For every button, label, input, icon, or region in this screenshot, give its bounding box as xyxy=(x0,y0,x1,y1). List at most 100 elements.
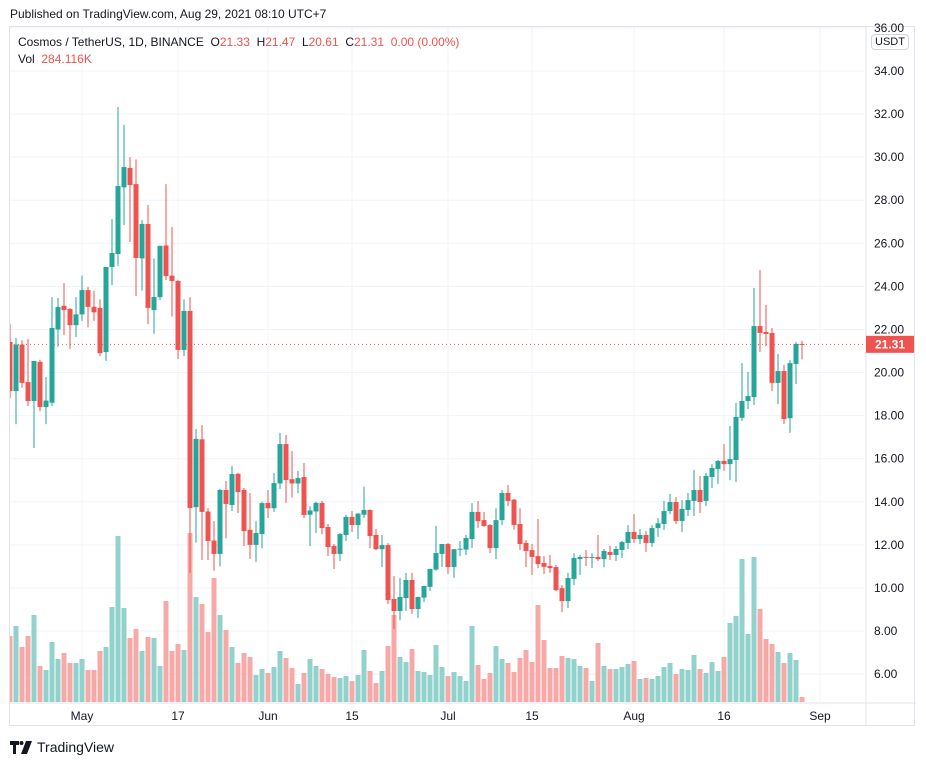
candle[interactable] xyxy=(529,544,535,576)
candle[interactable] xyxy=(625,525,631,549)
candle[interactable] xyxy=(85,287,91,328)
candle[interactable] xyxy=(115,106,121,266)
candle[interactable] xyxy=(685,492,691,517)
candle[interactable] xyxy=(253,521,259,563)
candle[interactable] xyxy=(145,204,151,325)
candle[interactable] xyxy=(571,553,577,585)
candle[interactable] xyxy=(457,541,463,557)
candle[interactable] xyxy=(313,501,319,534)
candle[interactable] xyxy=(643,531,649,552)
candle[interactable] xyxy=(415,596,421,619)
symbol-title[interactable]: Cosmos / TetherUS, 1D, BINANCE xyxy=(18,35,204,49)
candle[interactable] xyxy=(715,460,721,484)
candle[interactable] xyxy=(703,472,709,507)
candle[interactable] xyxy=(211,521,217,571)
candle[interactable] xyxy=(121,124,127,226)
candle[interactable] xyxy=(649,525,655,548)
candle[interactable] xyxy=(583,550,589,566)
candle[interactable] xyxy=(655,517,661,537)
candle[interactable] xyxy=(709,464,715,489)
candle[interactable] xyxy=(493,508,499,560)
candle[interactable] xyxy=(469,503,475,549)
candle[interactable] xyxy=(97,299,103,356)
candle[interactable] xyxy=(733,402,739,482)
candle[interactable] xyxy=(277,432,283,489)
candle[interactable] xyxy=(523,539,529,568)
candle[interactable] xyxy=(235,472,241,514)
candle[interactable] xyxy=(247,493,253,559)
candle[interactable] xyxy=(175,279,181,359)
candle[interactable] xyxy=(565,572,571,608)
candle[interactable] xyxy=(601,548,607,568)
candle[interactable] xyxy=(307,506,313,546)
candle[interactable] xyxy=(169,226,175,317)
candle[interactable] xyxy=(355,513,361,540)
candle[interactable] xyxy=(613,545,619,562)
candle[interactable] xyxy=(73,297,79,338)
candle[interactable] xyxy=(13,338,19,425)
candle[interactable] xyxy=(151,258,157,334)
candle[interactable] xyxy=(103,267,109,361)
price-axis[interactable]: 36.00 34.00 32.00 30.00 28.00 26.00 24.00 22.00… xyxy=(874,21,904,681)
candle[interactable] xyxy=(739,363,745,422)
candle[interactable] xyxy=(793,341,799,384)
candle[interactable] xyxy=(721,444,727,471)
candle[interactable] xyxy=(433,525,439,571)
candle[interactable] xyxy=(55,298,61,347)
candle[interactable] xyxy=(475,501,481,529)
candle[interactable] xyxy=(505,484,511,507)
candle[interactable] xyxy=(337,533,343,562)
candle[interactable] xyxy=(373,528,379,551)
candle[interactable] xyxy=(163,184,169,280)
candle[interactable] xyxy=(379,534,385,568)
candle[interactable] xyxy=(205,508,211,560)
candle[interactable] xyxy=(157,245,163,300)
candle[interactable] xyxy=(637,528,643,545)
candle[interactable] xyxy=(763,304,769,347)
candle[interactable] xyxy=(427,568,433,591)
candle[interactable] xyxy=(487,523,493,554)
candle[interactable] xyxy=(217,488,223,567)
candle[interactable] xyxy=(607,545,613,560)
currency-badge[interactable]: USDT xyxy=(871,34,909,50)
candle[interactable] xyxy=(499,489,505,526)
candle[interactable] xyxy=(79,275,85,321)
candle[interactable] xyxy=(667,494,673,515)
candle[interactable] xyxy=(481,511,487,528)
candle[interactable] xyxy=(37,359,43,412)
candle[interactable] xyxy=(439,544,445,568)
candle[interactable] xyxy=(8,324,13,399)
candle[interactable] xyxy=(229,466,235,512)
candle[interactable] xyxy=(301,463,307,518)
candle[interactable] xyxy=(787,360,793,433)
candle[interactable] xyxy=(331,544,337,570)
candle[interactable] xyxy=(19,340,25,388)
candle[interactable] xyxy=(223,480,229,539)
footer-brand[interactable]: TradingView xyxy=(37,739,115,755)
candle[interactable] xyxy=(343,514,349,542)
candle[interactable] xyxy=(541,556,547,574)
candle[interactable] xyxy=(577,555,583,576)
candle[interactable] xyxy=(265,489,271,518)
candle[interactable] xyxy=(259,501,265,549)
candle[interactable] xyxy=(139,220,145,291)
candle[interactable] xyxy=(547,555,553,573)
candle[interactable] xyxy=(691,469,697,517)
candle[interactable] xyxy=(619,541,625,559)
candle[interactable] xyxy=(325,523,331,557)
candle[interactable] xyxy=(463,534,469,556)
candle[interactable] xyxy=(595,534,601,562)
candle[interactable] xyxy=(559,584,565,613)
candle[interactable] xyxy=(67,307,73,349)
candle[interactable] xyxy=(31,360,37,448)
candle[interactable] xyxy=(91,290,97,321)
candle[interactable] xyxy=(295,470,301,494)
time-axis[interactable]: May 17 Jun 15 Jul 15 Aug 16 Sep xyxy=(71,709,831,723)
candle[interactable] xyxy=(397,577,403,621)
candle[interactable] xyxy=(421,585,427,602)
candle[interactable] xyxy=(799,340,805,360)
candle[interactable] xyxy=(727,425,733,481)
candle[interactable] xyxy=(133,159,139,297)
candle[interactable] xyxy=(589,553,595,569)
